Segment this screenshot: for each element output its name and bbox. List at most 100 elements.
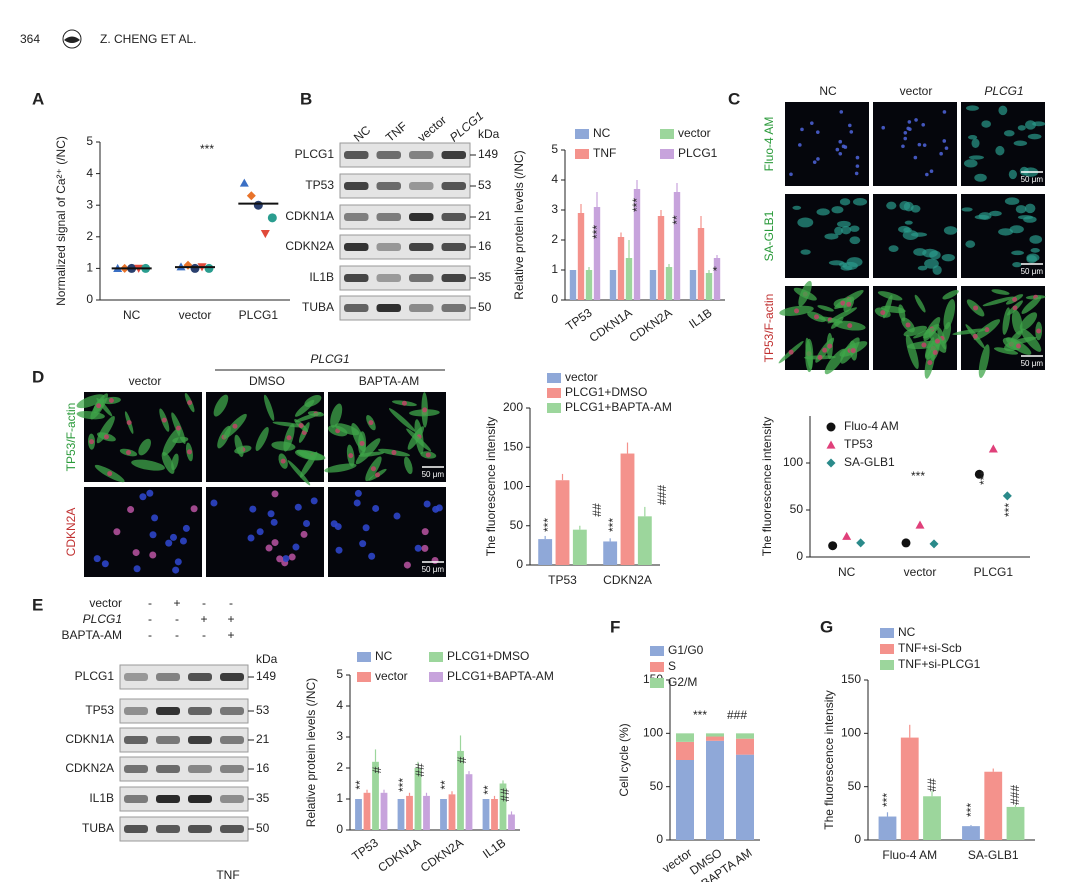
size-label: 16 <box>478 239 492 253</box>
nucleus <box>421 528 429 536</box>
bar <box>736 754 754 840</box>
band <box>188 707 212 715</box>
bar <box>593 207 601 300</box>
nucleus <box>822 347 828 353</box>
y-axis-label: Relative protein levels (/NC) <box>304 678 318 827</box>
band <box>156 825 180 833</box>
legend-label: Fluo-4 AM <box>844 419 899 433</box>
cell <box>848 123 852 128</box>
y-tick-label: 1 <box>86 261 93 275</box>
x-tick-label: CDKN2A <box>603 573 652 587</box>
cell <box>998 105 1008 116</box>
cell <box>898 304 906 322</box>
y-axis-label: The fluorescence intensity <box>822 690 836 829</box>
cell <box>824 233 839 240</box>
bar <box>625 258 633 300</box>
nucleus <box>817 354 823 360</box>
annotation: ## <box>498 788 512 802</box>
nucleus <box>794 308 800 314</box>
protein-label: CDKN2A <box>65 761 114 775</box>
nucleus <box>847 323 853 329</box>
scale-label: 50 μm <box>1021 267 1044 276</box>
annotation: # <box>455 756 469 763</box>
condition-label: PLCG1 <box>83 612 122 626</box>
bar <box>585 270 593 300</box>
cell <box>255 427 269 451</box>
protein-label: CDKN1A <box>65 732 114 746</box>
band <box>441 151 466 159</box>
cell <box>837 220 851 228</box>
cell <box>800 127 804 132</box>
protein-label: TP53 <box>305 178 334 192</box>
nucleus <box>182 524 190 532</box>
nucleus <box>271 490 279 498</box>
bar <box>984 771 1003 840</box>
bar <box>617 237 625 300</box>
bar <box>603 541 618 565</box>
cell <box>1015 205 1027 214</box>
dot <box>915 520 925 529</box>
size-label: 50 <box>256 821 270 835</box>
cell <box>966 105 979 111</box>
x-tick-label: NC <box>123 308 141 322</box>
cell <box>929 169 934 174</box>
nucleus <box>846 301 852 307</box>
dot <box>204 263 214 273</box>
cell <box>827 307 858 324</box>
cell <box>903 325 928 337</box>
band <box>344 151 369 159</box>
bar <box>649 270 657 300</box>
bar <box>706 736 724 741</box>
cell <box>855 155 860 160</box>
band <box>124 765 148 773</box>
bar <box>736 733 754 739</box>
band <box>376 151 401 159</box>
cell <box>854 171 859 176</box>
cell <box>1008 169 1017 180</box>
annotation: ### <box>655 485 669 505</box>
row-label: TP53/F-actin <box>762 294 776 363</box>
nucleus <box>1016 343 1022 349</box>
annotation: # <box>370 766 384 773</box>
cell <box>1009 225 1024 234</box>
y-tick-label: 0 <box>516 557 523 571</box>
cell <box>852 198 868 206</box>
nucleus <box>113 528 121 536</box>
cell <box>952 328 987 335</box>
unit-label: kDa <box>256 652 278 666</box>
nucleus <box>1036 328 1042 334</box>
cell <box>805 338 814 373</box>
nucleus <box>303 519 311 527</box>
annotation: ## <box>413 763 427 777</box>
cell <box>834 226 843 236</box>
y-tick-label: 0 <box>854 832 861 846</box>
bar <box>657 216 665 300</box>
cell <box>841 226 852 235</box>
bar <box>676 760 694 840</box>
nucleus <box>101 560 109 568</box>
nucleus <box>93 555 101 563</box>
nucleus <box>288 553 296 561</box>
nucleus <box>330 520 338 528</box>
x-tick-label: CDKN1A <box>587 306 635 345</box>
sign: - <box>175 628 179 642</box>
protein-label: TP53 <box>85 703 114 717</box>
y-tick-label: 2 <box>551 232 558 246</box>
x-tick-label: vector <box>660 846 695 876</box>
legend-label: TP53 <box>844 437 873 451</box>
band <box>188 795 212 803</box>
panel-letter: A <box>32 89 44 108</box>
legend-label: PLCG1+BAPTA-AM <box>447 669 554 683</box>
protein-label: IL1B <box>309 270 334 284</box>
y-tick-label: 3 <box>336 729 343 743</box>
nucleus <box>880 310 886 316</box>
y-tick-label: 100 <box>783 455 803 469</box>
nucleus <box>247 534 255 542</box>
y-tick-label: 4 <box>336 698 343 712</box>
band <box>124 707 148 715</box>
y-tick-label: 2 <box>86 229 93 243</box>
band <box>344 274 369 282</box>
bar <box>705 273 713 300</box>
cell <box>917 142 922 147</box>
